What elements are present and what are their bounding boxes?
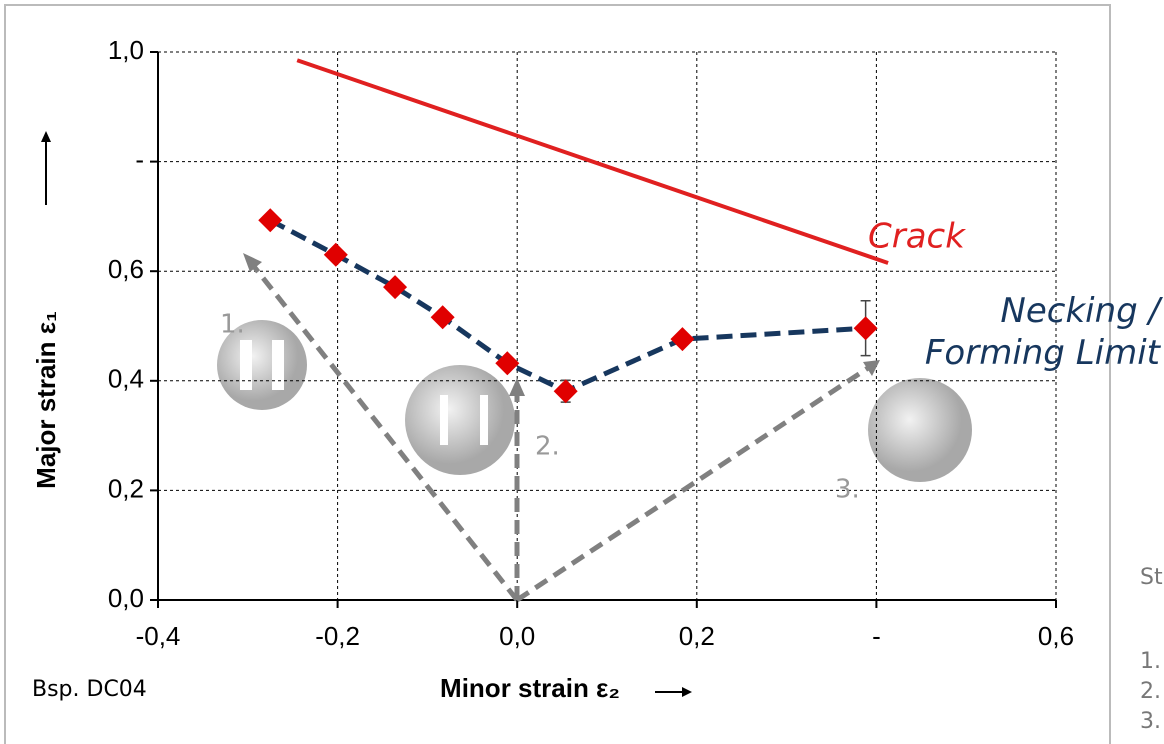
x-axis-label: Minor strain ε₂: [440, 673, 620, 703]
series-label: Necking / Forming Limit: [860, 290, 1160, 374]
y-tick-label: 0,2: [108, 473, 144, 503]
y-axis-label: Major strain ε₁: [31, 311, 61, 489]
side-text: 2.: [1140, 679, 1161, 704]
side-text: 3.: [1140, 709, 1161, 734]
side-text: 1.: [1140, 649, 1161, 674]
x-tick-label: 0,0: [499, 621, 535, 651]
side-text: St: [1140, 565, 1163, 590]
y-tick-label: -: [135, 144, 144, 174]
annotation: 2.: [535, 432, 560, 462]
series-label: Crack: [868, 217, 966, 257]
x-tick-label: -: [872, 621, 881, 651]
y-tick-label: 1,0: [108, 35, 144, 65]
y-tick-label: 0,6: [108, 254, 144, 284]
y-tick-label: 0,0: [108, 583, 144, 613]
page: 0,00,20,40,6-1,0-0,4-0,20,00,2-0,6Crack …: [0, 0, 1164, 744]
x-tick-label: 0,2: [679, 621, 715, 651]
annotation: 3.: [835, 475, 860, 505]
y-tick-label: 0,4: [108, 364, 144, 394]
note: Bsp. DC04: [32, 677, 147, 702]
x-tick-label: -0,4: [136, 621, 181, 651]
annotation: 1.: [220, 310, 245, 340]
x-tick-label: 0,6: [1038, 621, 1074, 651]
x-tick-label: -0,2: [315, 621, 360, 651]
